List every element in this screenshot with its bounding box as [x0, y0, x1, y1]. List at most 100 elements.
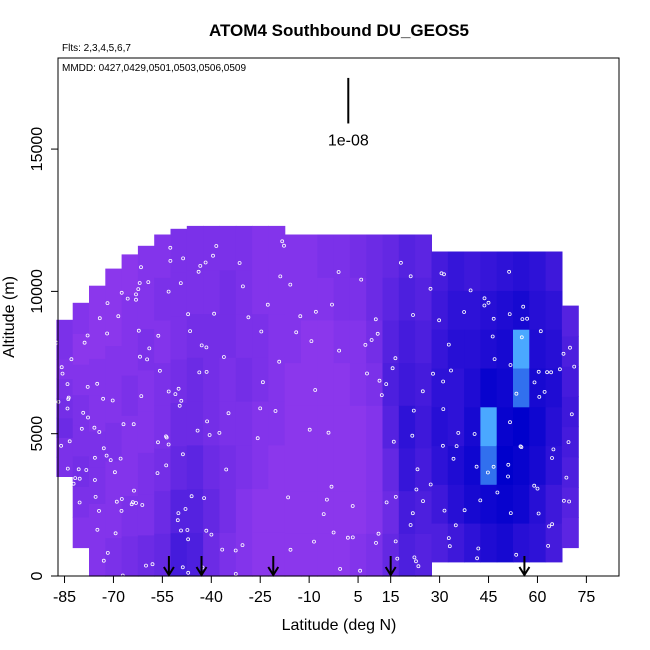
sample-point: [321, 512, 326, 516]
sample-point: [376, 531, 381, 536]
heatmap-cell: [72, 516, 90, 549]
sample-point: [101, 558, 106, 563]
heatmap-cell: [464, 484, 481, 524]
sample-point: [508, 420, 512, 425]
heatmap-cell: [219, 488, 237, 533]
heatmap-cell: [72, 394, 90, 426]
heatmap-cell: [317, 447, 335, 492]
heatmap-cell: [382, 533, 400, 577]
x-tick-label: -10: [298, 589, 321, 606]
y-tick-label: 5000: [29, 416, 46, 452]
heatmap-cell: [496, 523, 514, 563]
sample-point: [474, 464, 479, 469]
heatmap-cell: [154, 490, 172, 534]
sample-point: [221, 355, 226, 359]
sample-point: [207, 433, 212, 437]
sample-point: [105, 301, 110, 306]
sample-point: [338, 567, 343, 571]
heatmap-cell: [105, 383, 123, 423]
sample-point: [93, 494, 98, 499]
sample-point: [393, 356, 398, 361]
heatmap-cell: [284, 490, 302, 534]
plot-frame: [57, 57, 620, 577]
sample-point: [446, 342, 451, 347]
heatmap-cell: [431, 406, 449, 447]
heatmap-cell: [431, 329, 449, 369]
sample-point: [226, 411, 231, 416]
heatmap-cell: [545, 251, 563, 291]
heatmap-cell: [301, 234, 318, 278]
sample-point: [121, 422, 126, 427]
sample-point: [217, 430, 222, 435]
heatmap-cell: [447, 329, 465, 369]
heatmap-cell: [480, 523, 498, 563]
sample-point: [345, 535, 350, 540]
sample-point: [93, 478, 97, 482]
x-tick-label: 30: [431, 589, 449, 606]
sample-point: [313, 309, 318, 314]
heatmap-cell: [464, 523, 481, 563]
heatmap-cell: [545, 367, 563, 408]
sample-point: [204, 345, 209, 350]
dates-note: MMDD: 0427,0429,0501,0503,0506,0509: [62, 63, 246, 74]
sample-point: [180, 565, 185, 570]
heatmap-cell: [121, 294, 139, 336]
sample-point: [144, 563, 148, 568]
sample-point: [508, 511, 513, 515]
heatmap-cell: [137, 369, 155, 412]
sample-point: [490, 334, 495, 339]
heatmap-cell: [529, 251, 547, 291]
heatmap-cell: [170, 489, 188, 534]
heatmap-cell: [529, 329, 547, 369]
sample-point: [569, 412, 574, 417]
sample-point: [260, 380, 265, 385]
sample-point: [391, 439, 396, 444]
sample-point: [410, 433, 415, 438]
heatmap-cell: [252, 357, 269, 402]
sample-point: [259, 329, 264, 334]
sample-point: [550, 456, 554, 460]
sample-point: [536, 511, 541, 516]
sample-point: [119, 290, 124, 295]
heatmap-cell: [480, 290, 498, 330]
heatmap-cell: [480, 251, 498, 291]
sample-point: [79, 426, 84, 431]
heatmap-cell: [186, 313, 204, 358]
sample-point: [309, 339, 314, 344]
heatmap-cell: [235, 444, 253, 490]
flights-note: Flts: 2,3,4,5,6,7: [62, 43, 131, 54]
sample-point: [363, 342, 368, 347]
heatmap-cell: [105, 422, 123, 462]
sample-point: [374, 541, 378, 545]
y-tick-label: 10000: [29, 269, 46, 314]
heatmap-cell: [333, 490, 351, 534]
sample-point: [375, 331, 380, 336]
sample-point: [373, 317, 378, 322]
heatmap-cell: [529, 290, 547, 330]
heatmap-cell: [268, 225, 286, 271]
heatmap-cell: [513, 367, 530, 408]
heatmap-cell: [203, 444, 220, 490]
sample-point: [329, 484, 334, 489]
sample-point: [377, 378, 382, 383]
sample-point: [550, 522, 554, 527]
heatmap-cell: [529, 406, 547, 447]
sample-point: [472, 432, 477, 436]
sample-point: [492, 357, 497, 362]
heatmap-cell: [56, 378, 74, 399]
heatmap-cell: [333, 533, 351, 577]
sample-point: [82, 340, 87, 345]
sample-point: [104, 453, 109, 458]
sample-point: [164, 434, 168, 439]
heatmap-cell: [56, 417, 74, 438]
sample-point: [85, 333, 90, 338]
heatmap-cell: [398, 234, 416, 278]
heatmap-cell: [382, 405, 400, 449]
sample-point: [97, 430, 102, 434]
sample-point: [507, 312, 512, 317]
heatmap-cell: [513, 251, 530, 291]
x-tick-label: -85: [53, 589, 76, 606]
sample-point: [482, 303, 487, 308]
heatmap-cell: [203, 488, 220, 533]
heatmap-cell: [235, 401, 253, 446]
